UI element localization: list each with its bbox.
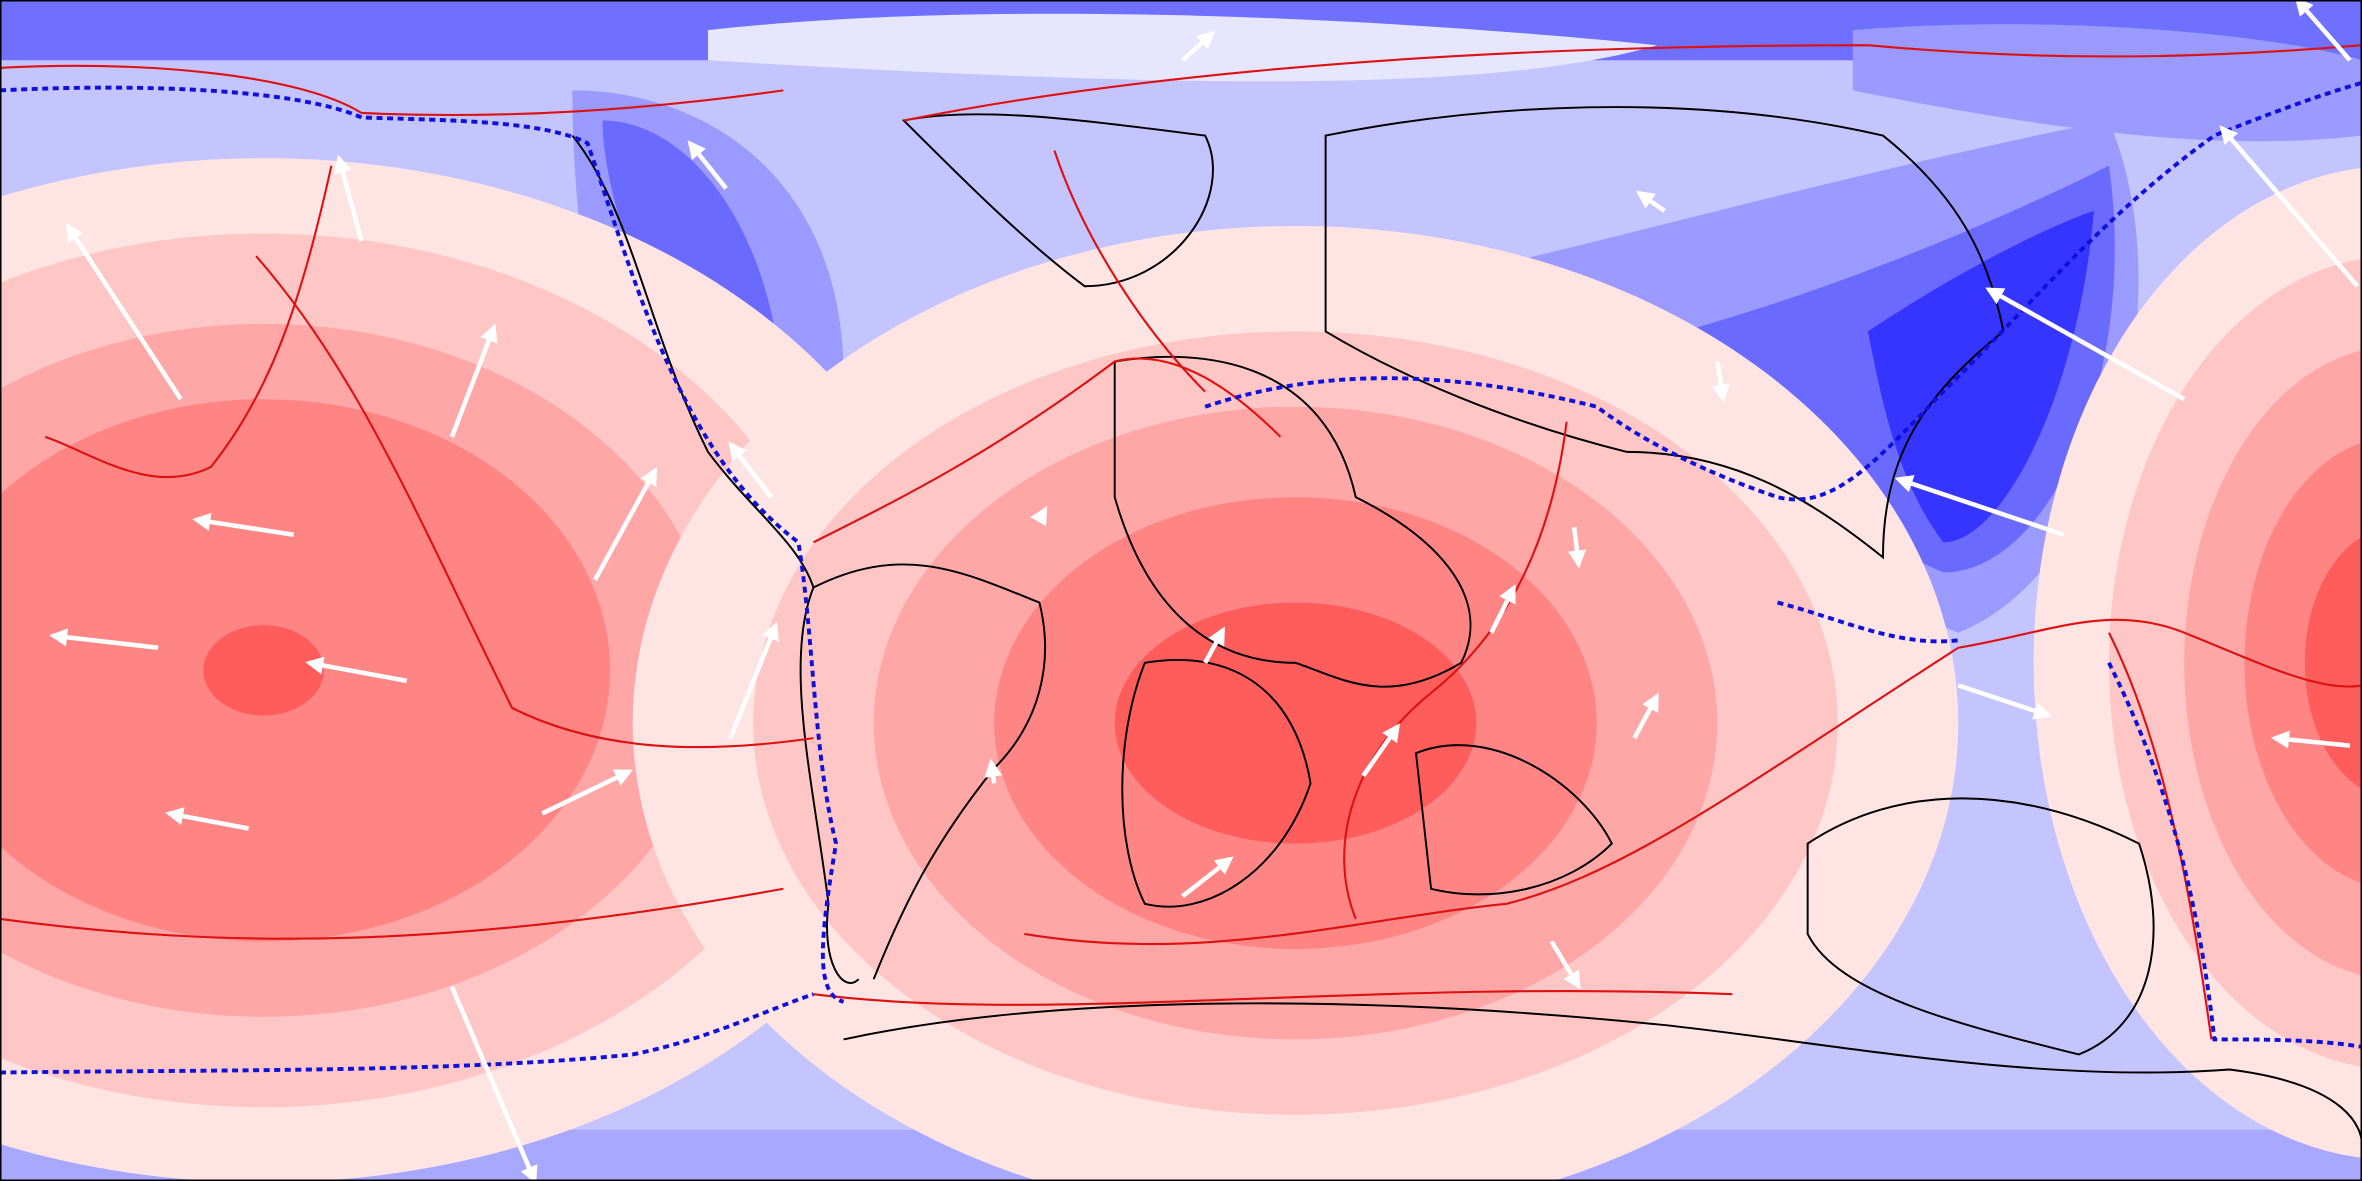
plate-boundary [903, 44, 2362, 122]
velocity-arrow [49, 628, 159, 650]
velocity-arrow [1181, 856, 1234, 899]
velocity-arrow [2294, 0, 2352, 62]
coastline [1113, 355, 1472, 688]
plate-boundary [813, 989, 1733, 1006]
plate-boundary [1024, 646, 1959, 946]
velocity-arrow [449, 985, 538, 1181]
velocity-arrow [192, 512, 295, 537]
coastline [571, 134, 860, 984]
subduction-zone [1777, 600, 1959, 644]
velocity-arrow [1894, 475, 2065, 537]
velocity-arrow [65, 222, 183, 401]
velocity-arrow [541, 769, 633, 816]
plate-boundary [1343, 421, 1568, 920]
coastline [1121, 658, 1312, 908]
plate-boundary [1053, 150, 1206, 393]
coastline [901, 113, 1214, 288]
velocity-arrow [1635, 190, 1666, 213]
coastline [1414, 744, 1614, 896]
velocity-arrow [305, 656, 408, 684]
plate-boundary [44, 165, 333, 479]
plate-boundary [2107, 632, 2213, 1040]
velocity-arrow [2219, 125, 2360, 288]
velocity-arrow [1712, 361, 1730, 403]
plate-boundary [1958, 618, 2362, 688]
velocity-arrow [687, 140, 728, 190]
velocity-arrow [1985, 287, 2186, 402]
plate-boundary [812, 357, 1282, 544]
velocity-arrow [334, 154, 364, 242]
coastline [1806, 797, 2155, 1056]
velocity-arrow [1957, 683, 2053, 720]
subduction-zone [0, 85, 845, 1004]
velocity-arrow [1361, 723, 1400, 778]
coastline [813, 563, 1046, 980]
velocity-arrow [1180, 30, 1216, 62]
subduction-zone [2107, 661, 2362, 1049]
coastline [843, 1002, 2362, 1145]
anomaly-contour [2244, 442, 2362, 884]
plate-boundary [0, 887, 784, 940]
velocity-arrow [165, 807, 249, 831]
velocity-arrow [1030, 506, 1048, 527]
velocity-arrow [1489, 584, 1516, 634]
velocity-arrow [728, 441, 774, 499]
velocity-arrow [984, 758, 1003, 784]
velocity-arrow [449, 323, 498, 438]
plate-boundary [255, 255, 814, 749]
velocity-arrow [1549, 940, 1581, 990]
field-region [707, 13, 1658, 82]
velocity-arrow [2271, 730, 2351, 749]
subduction-zone [1204, 80, 2362, 502]
velocity-arrow [593, 466, 658, 582]
anomaly-contour [2304, 536, 2362, 789]
velocity-arrow [1567, 526, 1586, 569]
velocity-arrow [1632, 692, 1660, 740]
anomaly-contour [203, 625, 324, 716]
velocity-arrow [1203, 626, 1226, 664]
plate-boundary [0, 64, 784, 117]
velocity-arrow [728, 621, 779, 739]
